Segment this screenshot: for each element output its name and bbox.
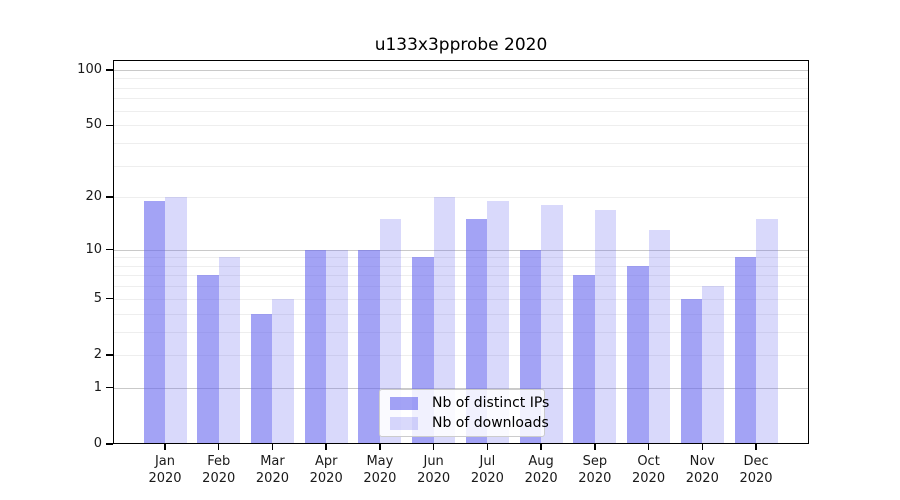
chart-title: u133x3pprobe 2020 xyxy=(374,35,548,55)
bar-downloads-jun xyxy=(433,197,456,444)
bar-distinct-ips-jul xyxy=(465,219,488,444)
bar-downloads-may xyxy=(379,219,402,444)
bar-downloads-nov xyxy=(702,286,724,444)
y-tick-label: 2 xyxy=(93,346,102,362)
legend-label: Nb of distinct IPs xyxy=(432,395,550,411)
bar-downloads-oct xyxy=(648,230,671,444)
y-tick xyxy=(106,387,113,389)
gridline-minor xyxy=(113,165,809,167)
x-tick-label: Apr 2020 xyxy=(309,454,343,486)
legend: Nb of distinct IPs Nb of downloads xyxy=(379,389,549,437)
gridline-minor xyxy=(113,125,809,127)
gridline-minor xyxy=(113,197,809,199)
x-tick xyxy=(325,444,327,450)
y-tick xyxy=(106,354,113,356)
x-tick xyxy=(486,444,489,450)
bar-downloads-apr xyxy=(326,249,348,444)
x-tick-label: Dec 2020 xyxy=(739,454,773,486)
x-tick-label: Feb 2020 xyxy=(202,454,236,486)
legend-swatch-downloads xyxy=(390,416,418,430)
x-tick xyxy=(647,444,650,450)
x-tick-label: Jun 2020 xyxy=(417,454,451,486)
y-tick-label: 20 xyxy=(85,189,102,205)
bar-distinct-ips-oct xyxy=(627,265,649,444)
bar-downloads-sep xyxy=(594,209,617,444)
gridline-minor xyxy=(113,110,809,112)
gridline-minor xyxy=(113,78,809,80)
x-tick-label: May 2020 xyxy=(363,454,397,486)
y-tick-label: 50 xyxy=(85,117,102,133)
x-tick xyxy=(271,444,274,450)
bar-downloads-mar xyxy=(272,298,294,444)
bar-distinct-ips-apr xyxy=(304,249,327,444)
y-tick-label: 5 xyxy=(93,290,102,306)
gridline-minor xyxy=(113,286,809,288)
bar-distinct-ips-may xyxy=(358,249,380,444)
x-tick xyxy=(540,444,542,450)
gridline-major xyxy=(113,249,809,251)
x-tick-label: Nov 2020 xyxy=(685,454,719,486)
y-tick xyxy=(106,196,113,198)
gridline-minor xyxy=(113,331,809,333)
x-tick-label: Aug 2020 xyxy=(524,454,558,486)
gridline-major xyxy=(113,387,809,389)
bar-downloads-aug xyxy=(541,205,563,444)
gridline-minor xyxy=(113,354,809,356)
x-tick-label: Jan 2020 xyxy=(148,454,182,486)
bar-downloads-jan xyxy=(165,197,187,444)
bar-distinct-ips-jan xyxy=(143,201,165,444)
gridline-minor xyxy=(113,87,809,89)
y-tick xyxy=(106,248,113,251)
bar-downloads-feb xyxy=(218,257,241,444)
y-tick-label: 10 xyxy=(85,241,102,257)
gridline-minor xyxy=(113,265,809,267)
bar-distinct-ips-feb xyxy=(197,275,219,444)
y-tick-label: 100 xyxy=(77,61,102,77)
bar-distinct-ips-dec xyxy=(734,257,757,444)
gridline-minor xyxy=(113,275,809,277)
y-tick xyxy=(106,124,113,126)
bar-distinct-ips-mar xyxy=(250,313,273,444)
bar-downloads-dec xyxy=(756,219,778,444)
x-tick-label: Jul 2020 xyxy=(470,454,504,486)
x-tick xyxy=(379,444,381,450)
legend-item-distinct-ips: Nb of distinct IPs xyxy=(388,395,549,411)
x-tick-label: Oct 2020 xyxy=(632,454,666,486)
x-tick xyxy=(594,444,596,450)
plot-area xyxy=(113,60,809,444)
y-tick xyxy=(106,443,113,445)
x-tick xyxy=(164,444,166,450)
legend-item-downloads: Nb of downloads xyxy=(388,415,549,431)
bar-downloads-jul xyxy=(487,201,509,444)
x-tick-label: Sep 2020 xyxy=(578,454,612,486)
gridline-minor xyxy=(113,313,809,315)
bar-distinct-ips-nov xyxy=(680,298,703,444)
x-tick xyxy=(432,444,435,450)
y-tick xyxy=(106,69,113,71)
gridline-major xyxy=(113,69,809,71)
bar-distinct-ips-sep xyxy=(573,275,595,444)
y-tick xyxy=(106,298,113,300)
gridline-minor xyxy=(113,98,809,100)
x-tick xyxy=(218,444,220,450)
gridline-minor xyxy=(113,298,809,300)
gridline-minor xyxy=(113,142,809,144)
legend-swatch-distinct-ips xyxy=(390,396,418,410)
gridline-minor xyxy=(113,257,809,259)
y-tick-label: 1 xyxy=(93,379,102,395)
y-tick-label: 0 xyxy=(93,436,102,451)
legend-label: Nb of downloads xyxy=(432,415,549,431)
x-tick xyxy=(701,444,703,450)
x-tick xyxy=(755,444,757,450)
x-tick-label: Mar 2020 xyxy=(255,454,289,486)
